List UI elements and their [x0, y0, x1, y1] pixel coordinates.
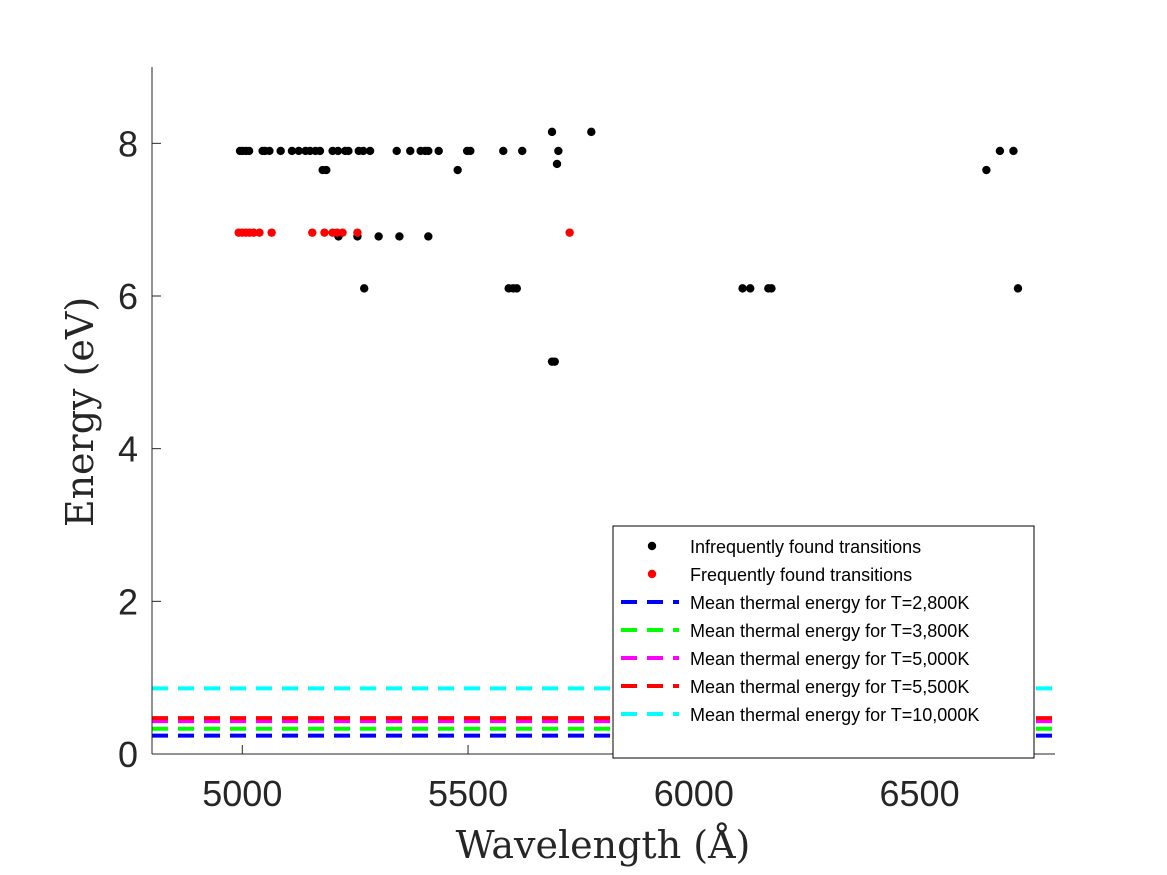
axes: 5000 5500 6000 6500 0 2 4 6 8 — [118, 67, 1055, 814]
point-s0-33 — [518, 146, 527, 156]
point-s0-46 — [512, 284, 522, 293]
point-s0-22 — [365, 146, 375, 156]
legend-label-3: Mean thermal energy for T=3,800K — [690, 621, 969, 641]
point-s0-56 — [1013, 284, 1023, 293]
point-s0-23 — [392, 146, 401, 156]
legend-marker-0 — [647, 541, 657, 551]
point-s0-52 — [767, 284, 776, 293]
point-s0-24 — [406, 146, 415, 156]
legend-box — [612, 525, 1035, 759]
point-s1-12 — [353, 228, 362, 237]
point-s1-11 — [338, 228, 347, 237]
legend: Infrequently found transitions Frequently… — [612, 525, 1035, 759]
point-s1-7 — [308, 228, 317, 237]
point-s0-29 — [453, 165, 462, 175]
point-s0-41 — [395, 232, 404, 241]
point-s0-53 — [982, 165, 991, 175]
point-s0-27 — [424, 146, 433, 156]
y-tick-label: 0 — [118, 734, 138, 775]
point-s0-37 — [587, 127, 596, 137]
point-s0-21 — [359, 146, 368, 156]
point-s0-9 — [294, 146, 303, 156]
y-tick-label: 6 — [118, 276, 138, 317]
x-tick-label: 5500 — [428, 773, 508, 814]
legend-label-5: Mean thermal energy for T=5,500K — [690, 677, 969, 697]
y-tick-label: 8 — [118, 123, 138, 164]
point-s0-35 — [554, 146, 563, 156]
point-s0-15 — [322, 165, 331, 175]
point-s0-31 — [466, 146, 475, 156]
point-s1-8 — [320, 228, 329, 237]
point-s0-40 — [374, 232, 383, 241]
x-tick-label: 5000 — [202, 773, 282, 814]
point-s1-13 — [565, 228, 574, 237]
point-s0-55 — [1009, 146, 1018, 156]
y-tick-label: 2 — [118, 581, 138, 622]
point-s1-6 — [267, 228, 276, 237]
point-s0-19 — [344, 146, 353, 156]
y-axis-title: Energy (eV) — [58, 297, 102, 527]
point-s0-34 — [547, 127, 557, 137]
point-s0-32 — [499, 146, 508, 156]
point-s0-13 — [315, 146, 325, 156]
point-s0-7 — [276, 146, 285, 156]
point-s0-6 — [265, 146, 274, 156]
point-s0-8 — [287, 146, 297, 156]
x-tick-label: 6000 — [654, 773, 734, 814]
point-s0-49 — [738, 284, 747, 293]
point-s0-28 — [434, 146, 443, 156]
point-s0-48 — [550, 357, 559, 366]
point-s0-42 — [424, 232, 433, 241]
x-axis-title: Wavelength (Å) — [456, 823, 751, 867]
y-tick-label: 4 — [118, 429, 138, 470]
point-s0-50 — [746, 284, 755, 293]
legend-label-4: Mean thermal energy for T=5,000K — [690, 649, 969, 669]
point-s0-43 — [360, 284, 369, 293]
legend-label-2: Mean thermal energy for T=2,800K — [690, 593, 969, 613]
legend-label-1: Frequently found transitions — [690, 565, 912, 585]
point-s1-4 — [249, 228, 258, 237]
point-s0-36 — [552, 159, 562, 169]
point-s0-54 — [995, 146, 1005, 156]
plot-area — [152, 127, 1055, 738]
legend-label-0: Infrequently found transitions — [690, 537, 921, 557]
point-s0-17 — [333, 146, 343, 156]
legend-label-6: Mean thermal energy for T=10,000K — [690, 705, 979, 725]
legend-marker-1 — [647, 569, 657, 579]
point-s1-5 — [255, 228, 264, 237]
point-s0-3 — [244, 146, 254, 156]
x-tick-label: 6500 — [880, 773, 960, 814]
